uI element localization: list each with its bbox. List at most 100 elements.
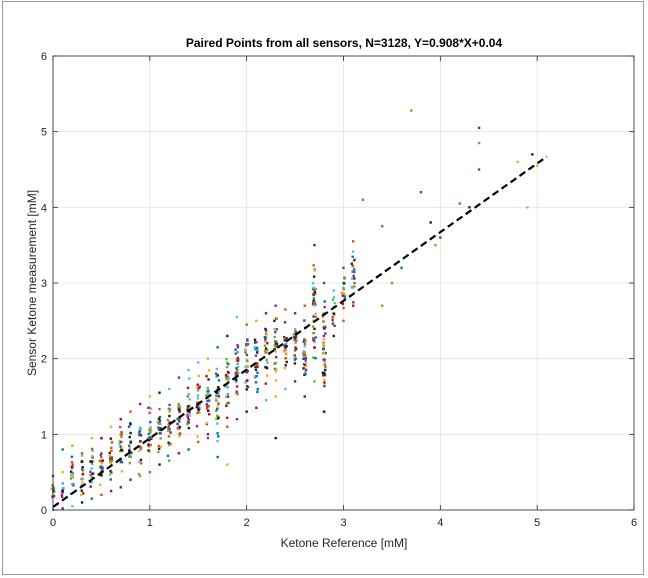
data-point <box>331 315 334 319</box>
data-point <box>178 407 181 410</box>
data-point <box>323 363 326 366</box>
data-point <box>109 489 113 493</box>
data-point <box>187 418 190 421</box>
x-tick-label: 2 <box>244 517 250 529</box>
data-point <box>322 320 325 323</box>
data-point <box>273 367 277 371</box>
data-point <box>256 387 259 391</box>
data-point <box>266 342 269 345</box>
data-point <box>177 452 181 455</box>
data-point <box>322 373 325 376</box>
data-point <box>119 418 122 421</box>
data-point <box>187 448 190 451</box>
data-point <box>331 322 335 325</box>
data-point <box>284 346 287 350</box>
data-point <box>99 466 102 469</box>
data-point <box>89 480 92 484</box>
y-tick-label: 5 <box>41 127 47 139</box>
data-point <box>139 439 142 443</box>
data-point <box>313 302 317 305</box>
data-point <box>244 370 248 373</box>
data-point <box>176 422 179 426</box>
data-point <box>353 277 356 280</box>
data-point <box>158 463 161 466</box>
data-point <box>351 264 355 268</box>
data-point <box>321 371 325 374</box>
data-point <box>302 367 305 370</box>
data-point <box>178 417 181 420</box>
data-point <box>129 422 132 426</box>
data-point <box>60 493 64 497</box>
data-point <box>149 407 153 410</box>
data-point <box>208 413 211 416</box>
data-point <box>304 339 307 343</box>
data-point <box>304 364 308 368</box>
data-point <box>323 305 326 309</box>
data-point <box>217 416 220 419</box>
data-point <box>109 462 113 465</box>
data-point <box>81 469 85 473</box>
data-point <box>119 440 123 444</box>
data-point <box>178 435 181 438</box>
data-point <box>208 399 211 402</box>
data-point <box>195 425 199 428</box>
data-point <box>234 371 237 375</box>
data-point <box>197 405 200 408</box>
data-point <box>341 292 345 295</box>
data-point <box>321 375 325 378</box>
data-point <box>216 346 219 349</box>
data-point <box>120 435 123 439</box>
data-point <box>333 301 336 305</box>
data-point <box>177 419 181 423</box>
data-point <box>312 297 316 300</box>
data-point <box>216 374 219 377</box>
data-point <box>235 392 238 396</box>
data-point <box>225 376 228 379</box>
data-point <box>314 336 317 339</box>
data-point <box>275 342 278 345</box>
data-point <box>274 355 278 359</box>
data-point <box>304 359 307 362</box>
data-point <box>81 466 84 469</box>
data-point <box>198 407 201 410</box>
data-point <box>217 395 221 398</box>
data-point <box>90 454 94 458</box>
data-point <box>264 338 267 341</box>
data-point <box>235 378 238 382</box>
data-point <box>108 453 111 457</box>
data-point <box>109 478 112 481</box>
data-point <box>197 440 200 444</box>
data-point <box>322 337 326 341</box>
data-point <box>208 369 211 372</box>
data-point <box>236 344 239 347</box>
data-point <box>108 451 111 455</box>
data-point <box>264 340 267 344</box>
data-point <box>246 385 250 389</box>
data-point <box>253 374 257 378</box>
data-point <box>169 431 172 434</box>
data-point <box>304 368 308 372</box>
data-point <box>168 443 171 447</box>
data-point <box>343 292 346 296</box>
data-point <box>80 454 84 457</box>
data-point <box>118 449 122 453</box>
data-point <box>90 436 93 440</box>
data-point <box>516 160 519 164</box>
data-point <box>273 362 276 365</box>
data-point <box>273 344 277 348</box>
data-point <box>61 507 64 510</box>
data-point <box>342 319 345 323</box>
data-point <box>236 369 239 372</box>
data-point <box>128 448 131 451</box>
data-point <box>167 426 170 429</box>
data-point <box>168 403 171 407</box>
data-point <box>256 390 259 394</box>
data-point <box>157 426 160 429</box>
data-point <box>148 395 152 398</box>
data-point <box>217 379 221 382</box>
data-point <box>118 425 122 429</box>
data-point <box>353 258 356 262</box>
data-point <box>342 288 345 291</box>
data-point <box>206 433 210 436</box>
data-point <box>303 345 307 348</box>
